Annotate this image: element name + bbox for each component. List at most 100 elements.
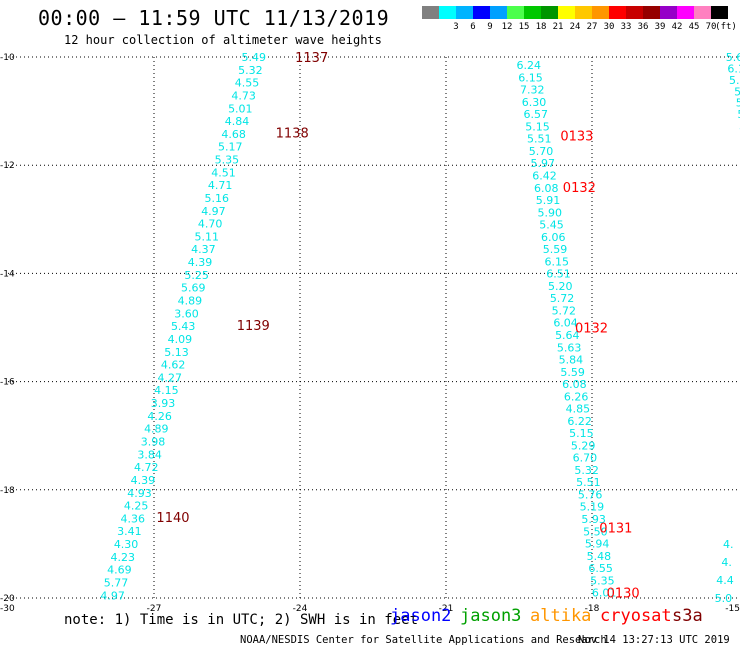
wave-height-value: 5.93 [581, 513, 606, 526]
generation-timestamp: Nov 14 13:27:13 UTC 2019 [578, 634, 730, 646]
wave-height-value: 4.72 [134, 461, 159, 474]
wave-height-value: 5.29 [571, 439, 596, 452]
wave-height-value: 4.85 [566, 403, 591, 416]
wave-height-value: 6.24 [516, 59, 541, 72]
wave-height-value: 5.11 [194, 230, 219, 243]
colorbar-swatch [558, 6, 575, 19]
satellite-legend-altika: altika [530, 606, 592, 626]
wave-height-value: 5.69 [181, 282, 206, 295]
wave-height-value: 4.68 [221, 128, 246, 141]
wave-height-value: 5.59 [543, 243, 568, 256]
wave-height-value: 4.70 [198, 218, 223, 231]
colorbar-label: 18 [535, 22, 547, 32]
wave-height-value: 6.30 [522, 96, 547, 109]
pass-time-label: 1137 [295, 51, 328, 66]
wave-height-value: 5.64 [555, 329, 580, 342]
colorbar-swatch [456, 6, 473, 19]
wave-height-value: 5.8 [736, 97, 740, 110]
pass-time-label: 0130 [607, 587, 640, 602]
chart-title: 00:00 – 11:59 UTC 11/13/2019 [38, 6, 390, 30]
wave-height-value: 6.04 [553, 317, 578, 330]
wave-height-value: 4.71 [208, 179, 233, 192]
wave-height-value: 4.39 [131, 474, 156, 487]
wave-height-value: 5.84 [559, 354, 584, 367]
pass-time-label: 0132 [575, 322, 608, 337]
wave-height-value: 4.36 [121, 512, 146, 525]
wave-height-value: 4.84 [225, 115, 250, 128]
x-tick-label: -24 [293, 604, 308, 614]
colorbar-label: 9 [487, 22, 493, 32]
satellite-legend-jason2: jason2 [390, 606, 452, 626]
wave-height-value: 4. [723, 538, 734, 551]
wave-height-value: 6.06 [541, 231, 566, 244]
wave-height-value: 4.51 [211, 166, 236, 179]
wave-height-value: 6.26 [564, 390, 589, 403]
wave-height-value: 5.35 [215, 154, 240, 167]
wave-height-value: 5.63 [557, 341, 582, 354]
wave-height-value: 5.20 [548, 280, 573, 293]
wave-height-value: 5.32 [574, 464, 599, 477]
wave-height-value: 6.51 [546, 268, 571, 281]
wave-height-value: 3.60 [174, 307, 199, 320]
wave-height-value: 4.89 [178, 295, 203, 308]
wave-height-value: 7.32 [520, 84, 545, 97]
satellite-legend-s3a: s3a [672, 606, 703, 626]
wave-height-value: 4.27 [158, 371, 183, 384]
wave-height-value: 6.10 [727, 62, 740, 75]
wave-height-value: 5.5 [739, 120, 740, 133]
wave-height-value: 3.84 [137, 448, 162, 461]
wave-height-value: 5.6 [737, 108, 740, 121]
y-tick-label: -10 [0, 53, 15, 63]
wave-height-value: 5.01 [228, 102, 253, 115]
wave-height-value: 5.48 [587, 550, 612, 563]
colorbar-swatch [575, 6, 592, 19]
wave-height-value: 4.89 [144, 423, 169, 436]
colorbar-label: 45 [688, 22, 700, 32]
y-tick-label: -16 [0, 378, 15, 388]
pass-time-label: 0132 [563, 181, 596, 196]
wave-height-value: 4.62 [161, 359, 186, 372]
wave-height-value: 6.42 [532, 170, 557, 183]
wave-height-value: 5.51 [527, 133, 552, 146]
colorbar-swatch [677, 6, 694, 19]
wave-height-value: 5.76 [578, 488, 603, 501]
wave-height-value: 5.15 [569, 427, 594, 440]
pass-time-label: 1138 [276, 127, 309, 142]
colorbar-label: 6 [470, 22, 476, 32]
colorbar-label: 27 [586, 22, 598, 32]
colorbar-label: 3 [453, 22, 459, 32]
colorbar-swatch [626, 6, 643, 19]
wave-height-value: 3.98 [141, 435, 166, 448]
wave-height-value: 4.25 [124, 500, 149, 513]
wave-height-value: 6.70 [573, 452, 598, 465]
wave-height-value: 5.77 [104, 576, 129, 589]
colorbar-swatch [592, 6, 609, 19]
wave-height-value: 6.01 [592, 587, 617, 600]
wave-height-value: 6.15 [545, 255, 570, 268]
colorbar-label: 70 [705, 22, 717, 32]
wave-height-value: 5.97 [531, 157, 556, 170]
wave-height-value: 6.57 [524, 108, 549, 121]
satellite-legend-cryosat: cryosat [600, 606, 672, 626]
x-tick-label: -15 [725, 604, 740, 614]
wave-height-value: 3.93 [151, 397, 176, 410]
wave-height-value: 5.16 [205, 192, 230, 205]
wave-height-value: 5.94 [585, 538, 610, 551]
colorbar-label: 12 [501, 22, 513, 32]
wave-height-value: 5.45 [539, 219, 564, 232]
colorbar-swatch [541, 6, 558, 19]
colorbar-label: 36 [637, 22, 649, 32]
credit-line: NOAA/NESDIS Center for Satellite Applica… [240, 634, 607, 646]
wave-height-value: 6.08 [534, 182, 559, 195]
wave-height-value: 6.22 [567, 415, 592, 428]
wave-height-value: 4.55 [235, 77, 260, 90]
wave-height-value: 4.23 [110, 551, 135, 564]
wave-height-value: 4.97 [100, 589, 125, 602]
wave-height-value: 5.50 [583, 525, 608, 538]
wave-height-value: 5.25 [184, 269, 209, 282]
wave-height-value: 4.37 [191, 243, 216, 256]
wave-height-value: 4.93 [127, 487, 152, 500]
colorbar-swatch [711, 6, 728, 19]
wave-height-value: 5.59 [560, 366, 585, 379]
